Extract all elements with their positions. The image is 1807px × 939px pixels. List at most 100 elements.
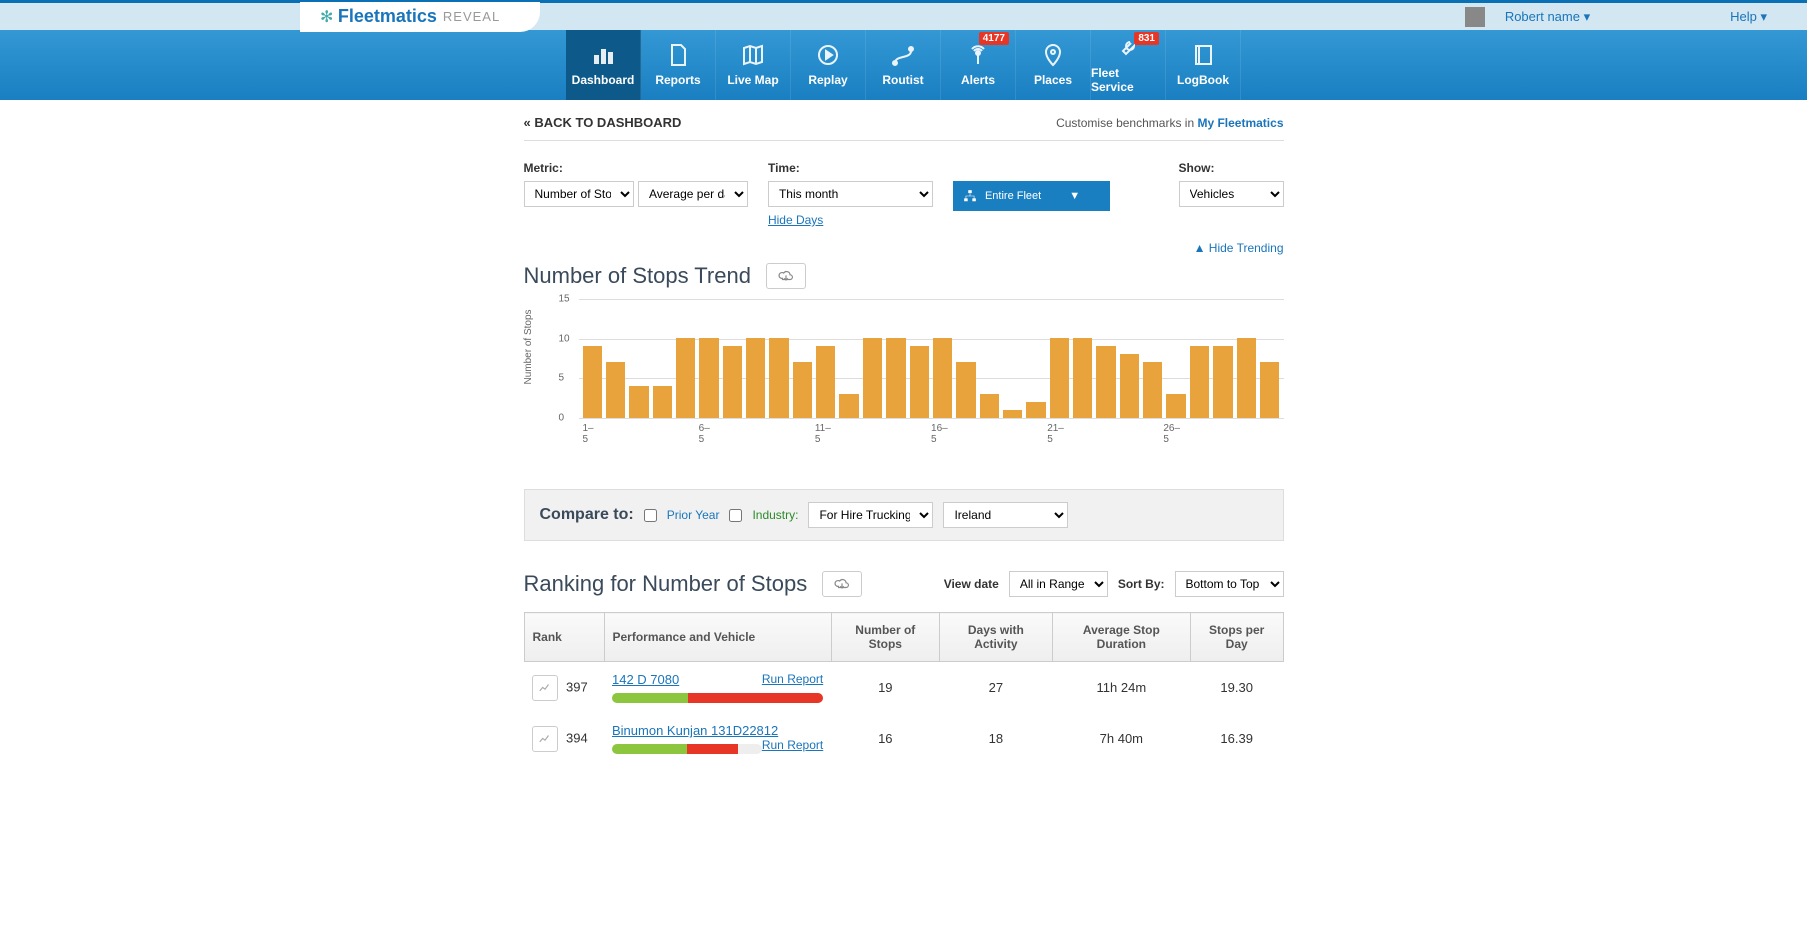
map-icon	[741, 43, 765, 67]
download-ranking-button[interactable]	[822, 571, 862, 597]
my-fleetmatics-link[interactable]: My Fleetmatics	[1197, 116, 1283, 130]
nav-replay[interactable]: Replay	[791, 30, 866, 100]
bar-chart-icon	[591, 43, 615, 67]
chart-bar	[793, 362, 812, 418]
stops-trend-chart: Number of Stops 051015 1– 56– 511– 516– …	[524, 299, 1284, 459]
chart-bar	[980, 394, 999, 418]
chart-bar	[863, 338, 882, 418]
customise-text: Customise benchmarks in My Fleetmatics	[1056, 116, 1283, 130]
cloud-download-icon	[834, 577, 850, 591]
nav-label: Alerts	[961, 73, 995, 87]
antenna-icon	[966, 43, 990, 67]
metric-select-1[interactable]: Number of Stops	[524, 181, 634, 207]
industry-label: Industry:	[752, 508, 798, 522]
table-row: 394Binumon Kunjan 131D22812Run Report161…	[524, 713, 1283, 764]
chart-bar	[1166, 394, 1185, 418]
play-icon	[816, 43, 840, 67]
chart-bar	[886, 338, 905, 418]
nav-reports[interactable]: Reports	[641, 30, 716, 100]
ranking-table: RankPerformance and VehicleNumber of Sto…	[524, 612, 1284, 764]
entire-fleet-button[interactable]: Entire Fleet ▼	[953, 181, 1110, 211]
vehicle-link[interactable]: 142 D 7080	[612, 672, 679, 687]
main-nav: Dashboard Reports Live Map Replay Routis…	[0, 30, 1807, 100]
nav-label: Replay	[808, 73, 847, 87]
metric-select-2[interactable]: Average per day	[638, 181, 748, 207]
table-header: Performance and Vehicle	[604, 613, 831, 662]
nav-logbook[interactable]: LogBook	[1166, 30, 1241, 100]
chart-bar	[956, 362, 975, 418]
back-to-dashboard-link[interactable]: « BACK TO DASHBOARD	[524, 115, 682, 130]
top-bar: ✻ Fleetmatics REVEAL Robert name ▾ Help …	[0, 0, 1807, 30]
hide-days-link[interactable]: Hide Days	[768, 213, 823, 227]
nav-fleetservice[interactable]: 831 Fleet Service	[1091, 30, 1166, 100]
time-select[interactable]: This month	[768, 181, 933, 207]
industry-select[interactable]: For Hire Trucking	[808, 502, 933, 528]
sort-by-label: Sort By:	[1118, 577, 1165, 591]
table-header: Rank	[524, 613, 604, 662]
chart-bar	[629, 386, 648, 418]
nav-livemap[interactable]: Live Map	[716, 30, 791, 100]
chart-bar	[1190, 346, 1209, 418]
chart-bar	[746, 338, 765, 418]
show-select[interactable]: Vehicles	[1179, 181, 1284, 207]
hide-trending-link[interactable]: ▲ Hide Trending	[524, 241, 1284, 255]
chart-bar	[769, 338, 788, 418]
chart-bar	[723, 346, 742, 418]
wrench-icon	[1116, 36, 1140, 60]
chart-bar	[1096, 346, 1115, 418]
chart-bar	[933, 338, 952, 418]
time-label: Time:	[768, 161, 933, 175]
chart-bar	[1026, 402, 1045, 418]
performance-bar	[612, 744, 762, 754]
chart-bar	[653, 386, 672, 418]
chart-y-label: Number of Stops	[523, 309, 534, 384]
sort-by-select[interactable]: Bottom to Top	[1175, 571, 1284, 597]
table-header: Number of Stops	[831, 613, 939, 662]
chart-bar	[699, 338, 718, 418]
logo: ✻ Fleetmatics REVEAL	[300, 2, 540, 32]
chart-bar	[839, 394, 858, 418]
nav-dashboard[interactable]: Dashboard	[566, 30, 641, 100]
user-menu[interactable]: Robert name ▾	[1505, 9, 1590, 25]
table-header: Average Stop Duration	[1052, 613, 1190, 662]
nav-routist[interactable]: Routist	[866, 30, 941, 100]
chart-bar	[1050, 338, 1069, 418]
chart-bar	[910, 346, 929, 418]
performance-bar	[612, 693, 823, 703]
logo-main: Fleetmatics	[338, 6, 437, 27]
ranking-title: Ranking for Number of Stops	[524, 571, 808, 597]
chart-bar	[676, 338, 695, 418]
compare-panel: Compare to: Prior Year Industry: For Hir…	[524, 489, 1284, 541]
cloud-download-icon	[778, 269, 794, 283]
view-date-label: View date	[944, 577, 999, 591]
industry-checkbox[interactable]	[729, 509, 742, 522]
chart-bar	[1213, 346, 1232, 418]
nav-places[interactable]: Places	[1016, 30, 1091, 100]
show-label: Show:	[1179, 161, 1284, 175]
nav-label: Live Map	[727, 73, 778, 87]
chart-bar	[583, 346, 602, 418]
download-chart-button[interactable]	[766, 263, 806, 289]
nav-label: LogBook	[1177, 73, 1229, 87]
vehicle-link[interactable]: Binumon Kunjan 131D22812	[612, 723, 778, 738]
row-chart-button[interactable]	[532, 726, 558, 752]
help-menu[interactable]: Help ▾	[1730, 9, 1767, 25]
view-date-select[interactable]: All in Range	[1009, 571, 1108, 597]
chart-bar	[816, 346, 835, 418]
nav-label: Reports	[655, 73, 700, 87]
document-icon	[666, 43, 690, 67]
chart-bar	[1260, 362, 1279, 418]
chart-title: Number of Stops Trend	[524, 263, 751, 289]
run-report-link[interactable]: Run Report	[762, 738, 823, 752]
prior-year-checkbox[interactable]	[644, 509, 657, 522]
run-report-link[interactable]: Run Report	[762, 672, 823, 686]
hierarchy-icon	[963, 189, 977, 203]
route-icon	[891, 43, 915, 67]
nav-alerts[interactable]: 4177 Alerts	[941, 30, 1016, 100]
prior-year-label: Prior Year	[667, 508, 720, 522]
nav-label: Fleet Service	[1091, 66, 1165, 94]
country-select[interactable]: Ireland	[943, 502, 1068, 528]
nav-label: Dashboard	[572, 73, 635, 87]
row-chart-button[interactable]	[532, 675, 558, 701]
avatar[interactable]	[1465, 7, 1485, 27]
